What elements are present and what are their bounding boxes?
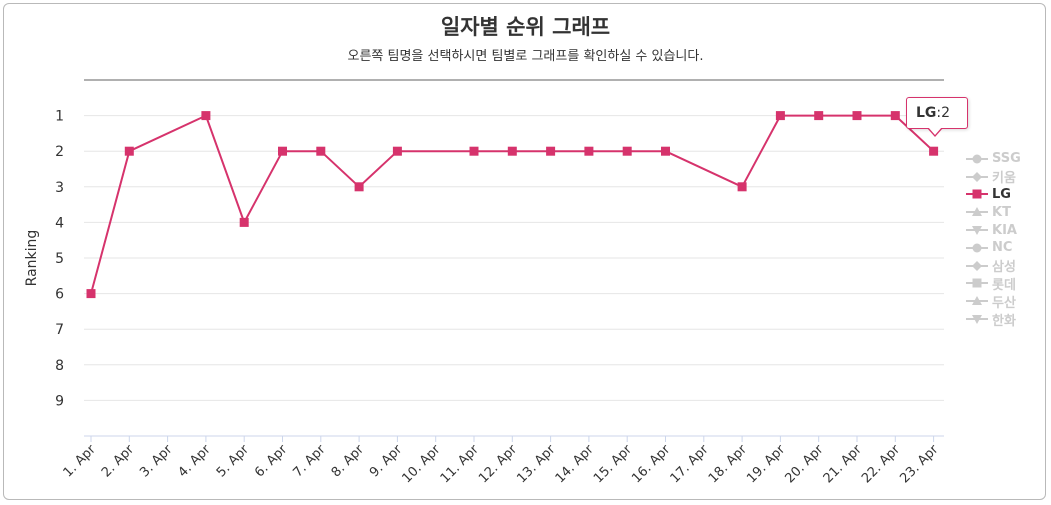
data-point <box>469 146 479 156</box>
legend-item-한화[interactable]: 한화 <box>966 310 1050 329</box>
y-tick-label: 6 <box>55 287 64 303</box>
x-tick-label: 19. Apr <box>744 442 789 487</box>
data-point <box>278 146 287 156</box>
legend-item-nc[interactable]: NC <box>966 239 1050 257</box>
square-marker-icon <box>966 187 992 201</box>
tooltip-value: 2 <box>941 105 951 121</box>
y-tick-label: 7 <box>55 322 64 338</box>
legend-label: NC <box>992 240 1013 256</box>
x-tick-label: 11. Apr <box>438 442 483 487</box>
diamond-marker-icon <box>966 170 992 184</box>
x-tick-label: 23. Apr <box>897 442 942 487</box>
y-tick-label: 9 <box>55 393 64 409</box>
x-tick-label: 8. Apr <box>329 442 368 481</box>
x-tick-label: 17. Apr <box>668 442 713 487</box>
x-tick-label: 12. Apr <box>476 442 521 487</box>
legend-item-lg[interactable]: LG <box>966 186 1050 204</box>
x-tick-label: 21. Apr <box>821 442 866 487</box>
square-marker-icon <box>966 276 992 290</box>
data-point <box>392 146 402 156</box>
triangle-marker-icon <box>966 294 992 308</box>
legend-item-kt[interactable]: KT <box>966 203 1050 221</box>
y-tick-label: 3 <box>55 180 64 196</box>
data-point <box>201 111 211 121</box>
legend-label: LG <box>992 186 1011 202</box>
data-point <box>852 111 862 121</box>
legend-item-롯데[interactable]: 롯데 <box>966 275 1050 293</box>
legend-item-두산[interactable]: 두산 <box>966 292 1050 311</box>
x-tick-label: 10. Apr <box>399 442 444 487</box>
data-point <box>124 146 134 156</box>
legend-item-kia[interactable]: KIA <box>966 221 1050 239</box>
y-tick-label: 2 <box>55 144 64 160</box>
data-point <box>929 146 939 156</box>
legend-label: KIA <box>992 222 1017 238</box>
x-tick-label: 7. Apr <box>290 442 329 481</box>
data-point <box>354 182 364 192</box>
legend-item-삼성[interactable]: 삼성 <box>966 257 1050 275</box>
legend-label: 삼성 <box>992 260 1016 276</box>
series-line-lg <box>90 114 935 294</box>
x-tick-label: 15. Apr <box>591 442 636 487</box>
chart-subtitle: 오른쪽 팀명을 선택하시면 팀별로 그래프를 확인하실 수 있습니다. <box>347 49 704 64</box>
circle-marker-icon <box>966 241 992 255</box>
y-axis-title: Ranking <box>24 230 40 287</box>
legend-label: KT <box>992 204 1011 220</box>
chart-title: 일자별 순위 그래프 <box>440 15 611 39</box>
legend-label: 키움 <box>992 171 1016 187</box>
data-point <box>584 146 594 156</box>
legend-label: 롯데 <box>992 277 1016 293</box>
legend-label: SSG <box>992 151 1021 167</box>
legend-label: 한화 <box>992 313 1016 329</box>
data-point <box>775 111 785 121</box>
data-point <box>737 182 747 192</box>
y-tick-label: 5 <box>55 251 64 267</box>
triangle-marker-icon <box>966 205 992 219</box>
data-point <box>622 146 632 156</box>
diamond-marker-icon <box>966 259 992 273</box>
legend-label: 두산 <box>992 295 1016 311</box>
data-point <box>814 111 824 121</box>
x-tick-label: 1. Apr <box>61 442 100 481</box>
x-tick-label: 5. Apr <box>214 442 253 481</box>
triangle-down-marker-icon <box>966 223 992 237</box>
data-point <box>890 111 900 121</box>
circle-marker-icon <box>966 152 992 166</box>
x-tick-label: 4. Apr <box>176 442 215 481</box>
x-tick-label: 20. Apr <box>782 442 827 487</box>
data-point <box>86 289 96 299</box>
data-point <box>546 146 556 156</box>
data-point <box>507 146 517 156</box>
data-tooltip: LG: 2 <box>906 97 968 129</box>
y-tick-label: 1 <box>55 109 64 125</box>
triangle-down-marker-icon <box>966 312 992 326</box>
y-tick-label: 4 <box>55 215 64 231</box>
tooltip-arrow-fill <box>928 127 942 135</box>
chart-container <box>3 3 1046 500</box>
x-tick-label: 6. Apr <box>252 442 291 481</box>
data-point <box>316 146 326 156</box>
x-tick-label: 13. Apr <box>514 442 559 487</box>
x-tick-label: 3. Apr <box>137 442 176 481</box>
y-tick-label: 8 <box>55 358 64 374</box>
data-point <box>661 146 670 156</box>
x-tick-label: 18. Apr <box>706 442 751 487</box>
tooltip-team: LG <box>916 105 937 121</box>
data-point <box>239 217 249 227</box>
x-tick-label: 2. Apr <box>99 442 138 481</box>
tooltip-separator: : <box>936 105 942 121</box>
x-tick-label: 16. Apr <box>629 442 674 487</box>
x-tick-label: 22. Apr <box>859 442 904 487</box>
legend-item-ssg[interactable]: SSG <box>966 150 1050 168</box>
legend-item-키움[interactable]: 키움 <box>966 168 1050 186</box>
x-tick-label: 14. Apr <box>553 442 598 487</box>
